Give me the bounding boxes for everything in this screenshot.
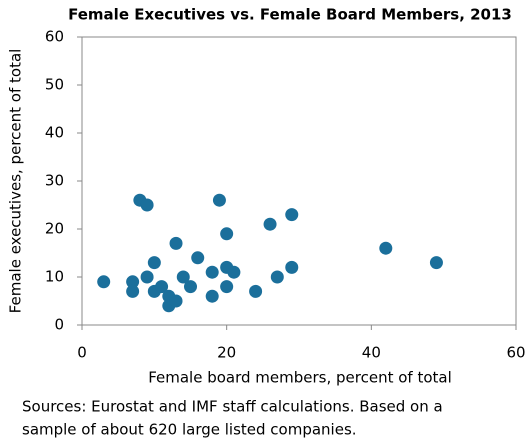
y-tick-label: 60 bbox=[45, 28, 64, 46]
point bbox=[270, 270, 284, 284]
point bbox=[205, 289, 219, 303]
point bbox=[155, 280, 169, 294]
x-tick-label: 60 bbox=[506, 344, 525, 362]
point bbox=[429, 256, 443, 270]
y-tick-label: 20 bbox=[45, 220, 64, 238]
x-tick-label: 40 bbox=[362, 344, 381, 362]
point bbox=[126, 284, 140, 298]
y-tick-label: 0 bbox=[54, 316, 64, 334]
point bbox=[285, 208, 299, 222]
source-note: sample of about 620 large listed compani… bbox=[22, 421, 357, 439]
point bbox=[169, 294, 183, 308]
point bbox=[205, 265, 219, 279]
y-tick-label: 10 bbox=[45, 268, 64, 286]
point bbox=[379, 241, 393, 255]
point bbox=[227, 265, 241, 279]
point bbox=[220, 227, 234, 241]
chart-title: Female Executives vs. Female Board Membe… bbox=[68, 6, 512, 24]
point bbox=[126, 275, 140, 289]
point bbox=[147, 256, 161, 270]
y-tick-label: 30 bbox=[45, 172, 64, 190]
point bbox=[184, 280, 197, 294]
point bbox=[176, 270, 190, 284]
y-tick-label: 50 bbox=[45, 76, 64, 94]
point bbox=[212, 193, 226, 207]
x-tick-label: 0 bbox=[77, 344, 87, 362]
point bbox=[220, 280, 234, 294]
y-axis-label: Female executives, percent of total bbox=[7, 49, 25, 314]
point bbox=[191, 251, 205, 265]
point bbox=[249, 284, 263, 298]
point bbox=[140, 198, 154, 212]
point bbox=[97, 275, 111, 289]
point bbox=[285, 260, 299, 274]
x-tick-label: 20 bbox=[217, 344, 236, 362]
y-tick-label: 40 bbox=[45, 124, 64, 142]
point bbox=[169, 236, 183, 250]
point bbox=[263, 217, 277, 231]
source-note: Sources: Eurostat and IMF staff calculat… bbox=[22, 398, 443, 416]
point bbox=[140, 270, 154, 284]
x-axis-label: Female board members, percent of total bbox=[148, 369, 452, 387]
